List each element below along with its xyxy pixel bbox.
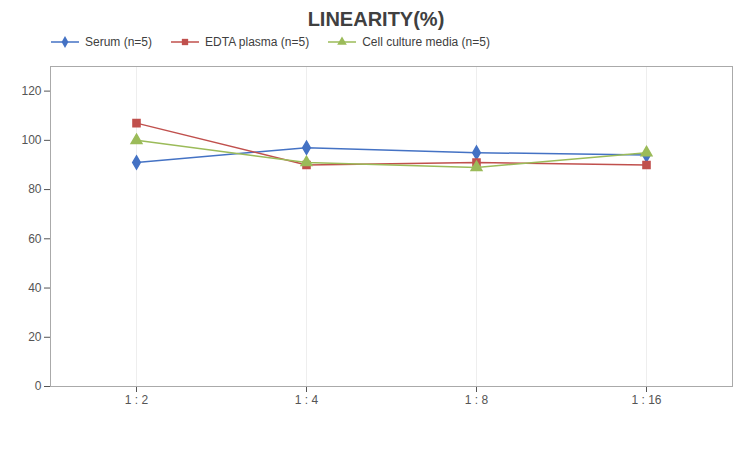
svg-text:20: 20 [28,330,42,344]
svg-text:0: 0 [35,379,42,393]
svg-text:120: 120 [21,84,41,98]
svg-text:1 : 4: 1 : 4 [295,393,319,407]
svg-text:80: 80 [28,182,42,196]
html-text:Serum (n=5): Serum (n=5) [85,35,152,49]
svg-text:1 : 2: 1 : 2 [125,393,149,407]
svg-text:100: 100 [21,133,41,147]
svg-text:60: 60 [28,232,42,246]
html-text:Cell culture media (n=5): Cell culture media (n=5) [362,35,490,49]
svg-text:40: 40 [28,281,42,295]
svg-text:1 : 8: 1 : 8 [465,393,489,407]
svg-text:1 : 16: 1 : 16 [631,393,661,407]
html-text:EDTA plasma (n=5): EDTA plasma (n=5) [205,35,310,49]
html-text:LINEARITY(%): LINEARITY(%) [307,8,445,30]
